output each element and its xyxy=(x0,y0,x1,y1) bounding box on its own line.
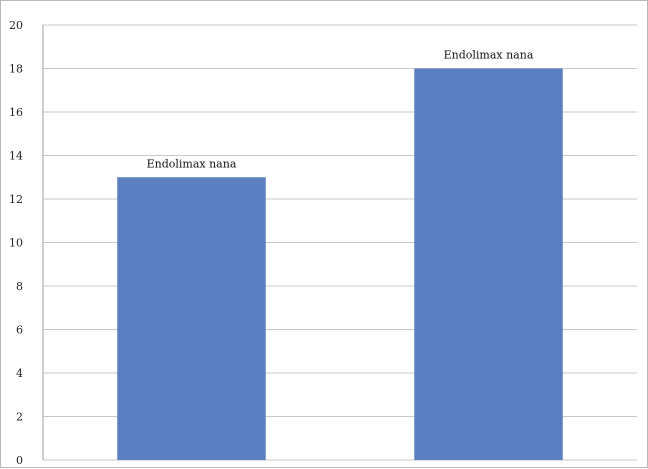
bars xyxy=(117,68,563,460)
y-tick-label: 4 xyxy=(16,367,23,380)
y-tick-label: 2 xyxy=(16,411,23,424)
bar xyxy=(414,68,563,460)
y-tick-label: 18 xyxy=(9,63,23,76)
bar xyxy=(117,177,266,460)
y-axis: 0 2 4 6 8 10 12 14 16 18 20 xyxy=(9,19,44,467)
y-tick-label: 14 xyxy=(9,150,23,163)
data-labels: Endolimax nana Endolimax nana xyxy=(147,49,534,171)
y-tick-label: 8 xyxy=(16,280,23,293)
bar-data-label: Endolimax nana xyxy=(444,49,534,62)
y-tick-label: 16 xyxy=(9,106,23,119)
y-tick-label: 6 xyxy=(16,324,23,337)
bar-data-label: Endolimax nana xyxy=(147,157,237,170)
y-tick-label: 20 xyxy=(9,19,23,32)
y-tick-label: 10 xyxy=(9,237,23,250)
y-tick-label: 0 xyxy=(16,454,23,467)
y-tick-label: 12 xyxy=(9,193,23,206)
